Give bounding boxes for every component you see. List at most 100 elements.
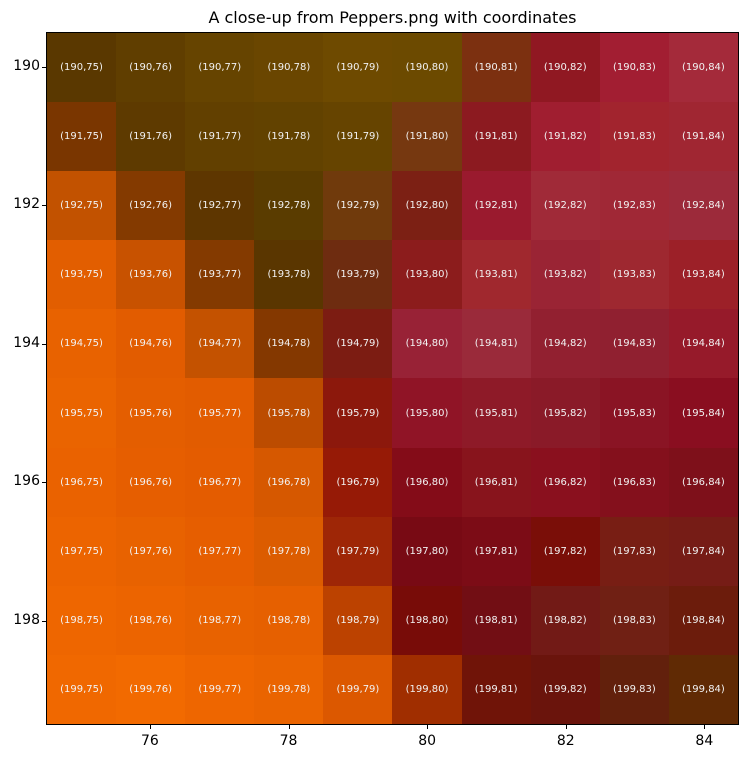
cell-coordinate-label: (197,83) bbox=[612, 545, 656, 557]
heatmap-cell: (198,78) bbox=[254, 585, 324, 655]
heatmap-cell: (190,84) bbox=[668, 33, 738, 103]
heatmap-cell: (196,80) bbox=[392, 447, 462, 517]
heatmap-cell: (197,80) bbox=[392, 516, 462, 586]
heatmap-cell: (191,84) bbox=[668, 102, 738, 172]
cell-coordinate-label: (192,76) bbox=[129, 200, 173, 212]
heatmap-cell: (199,77) bbox=[185, 654, 255, 724]
cell-coordinate-label: (191,79) bbox=[336, 131, 380, 143]
cell-coordinate-label: (194,79) bbox=[336, 338, 380, 350]
cell-coordinate-label: (190,80) bbox=[405, 62, 449, 74]
heatmap-cell: (193,81) bbox=[461, 240, 531, 310]
heatmap-cell: (195,84) bbox=[668, 378, 738, 448]
heatmap-cell: (193,84) bbox=[668, 240, 738, 310]
cell-coordinate-label: (196,81) bbox=[474, 476, 518, 488]
heatmap-cell: (197,77) bbox=[185, 516, 255, 586]
cell-coordinate-label: (198,75) bbox=[60, 614, 103, 626]
heatmap-cell: (190,83) bbox=[599, 33, 669, 103]
cell-coordinate-label: (196,79) bbox=[336, 476, 380, 488]
heatmap-cell: (195,79) bbox=[323, 378, 393, 448]
heatmap-cell: (191,77) bbox=[185, 102, 255, 172]
cell-coordinate-label: (195,77) bbox=[198, 407, 242, 419]
heatmap-cell: (192,81) bbox=[461, 171, 531, 241]
heatmap-cell: (191,79) bbox=[323, 102, 393, 172]
cell-coordinate-label: (194,77) bbox=[198, 338, 242, 350]
cell-coordinate-label: (195,81) bbox=[474, 407, 518, 419]
heatmap-cell: (196,81) bbox=[461, 447, 531, 517]
heatmap-cell: (193,75) bbox=[47, 240, 117, 310]
cell-coordinate-label: (199,77) bbox=[198, 683, 242, 695]
heatmap-cell: (197,78) bbox=[254, 516, 324, 586]
cell-coordinate-label: (192,82) bbox=[543, 200, 587, 212]
heatmap-cell: (192,78) bbox=[254, 171, 324, 241]
cell-coordinate-label: (195,75) bbox=[60, 407, 103, 419]
heatmap-cell: (193,79) bbox=[323, 240, 393, 310]
cell-coordinate-label: (191,75) bbox=[60, 131, 103, 143]
heatmap-cell: (194,82) bbox=[530, 309, 600, 379]
heatmap-cell: (191,81) bbox=[461, 102, 531, 172]
heatmap-cell: (193,78) bbox=[254, 240, 324, 310]
cell-coordinate-label: (191,76) bbox=[129, 131, 173, 143]
heatmap-cell: (193,83) bbox=[599, 240, 669, 310]
cell-coordinate-label: (197,75) bbox=[60, 545, 103, 557]
heatmap-cell: (199,75) bbox=[47, 654, 117, 724]
cell-coordinate-label: (190,77) bbox=[198, 62, 242, 74]
x-tick-label: 82 bbox=[556, 733, 575, 749]
heatmap-cell: (199,82) bbox=[530, 654, 600, 724]
cell-coordinate-label: (192,80) bbox=[405, 200, 449, 212]
y-tick-label: 192 bbox=[13, 196, 40, 213]
heatmap-cell: (199,81) bbox=[461, 654, 531, 724]
y-tick-label: 196 bbox=[13, 473, 40, 490]
heatmap-cell: (194,80) bbox=[392, 309, 462, 379]
cell-coordinate-label: (197,82) bbox=[543, 545, 587, 557]
heatmap-cell: (192,76) bbox=[116, 171, 186, 241]
y-tick-label: 198 bbox=[13, 612, 40, 629]
cell-coordinate-label: (198,79) bbox=[336, 614, 380, 626]
cell-coordinate-label: (196,78) bbox=[267, 476, 311, 488]
y-tick-mark bbox=[42, 66, 46, 68]
cell-coordinate-label: (193,77) bbox=[198, 269, 242, 281]
cell-coordinate-label: (192,79) bbox=[336, 200, 380, 212]
heatmap-cell: (196,84) bbox=[668, 447, 738, 517]
cell-coordinate-label: (197,80) bbox=[405, 545, 449, 557]
heatmap-cell: (197,79) bbox=[323, 516, 393, 586]
cell-coordinate-label: (199,78) bbox=[267, 683, 311, 695]
cell-coordinate-label: (190,76) bbox=[129, 62, 173, 74]
heatmap-cell: (195,76) bbox=[116, 378, 186, 448]
heatmap-cell: (195,81) bbox=[461, 378, 531, 448]
heatmap-cell: (195,75) bbox=[47, 378, 117, 448]
heatmap-cell: (191,83) bbox=[599, 102, 669, 172]
heatmap-cell: (196,83) bbox=[599, 447, 669, 517]
heatmap-cell: (199,76) bbox=[116, 654, 186, 724]
heatmap-cell: (190,77) bbox=[185, 33, 255, 103]
cell-coordinate-label: (199,75) bbox=[60, 683, 103, 695]
cell-coordinate-label: (195,79) bbox=[336, 407, 380, 419]
cell-coordinate-label: (195,83) bbox=[612, 407, 656, 419]
heatmap-cell: (199,83) bbox=[599, 654, 669, 724]
cell-coordinate-label: (196,76) bbox=[129, 476, 173, 488]
cell-coordinate-label: (191,84) bbox=[682, 131, 725, 143]
heatmap-cell: (190,81) bbox=[461, 33, 531, 103]
cell-coordinate-label: (191,78) bbox=[267, 131, 311, 143]
heatmap-cell: (197,81) bbox=[461, 516, 531, 586]
cell-coordinate-label: (192,84) bbox=[682, 200, 725, 212]
plot-area: (190,75) (190,76) (190,77) (190,78) (190,79)… bbox=[46, 32, 739, 725]
cell-coordinate-label: (198,76) bbox=[129, 614, 173, 626]
heatmap-cell: (198,79) bbox=[323, 585, 393, 655]
cell-coordinate-label: (195,82) bbox=[543, 407, 587, 419]
heatmap-cell: (199,78) bbox=[254, 654, 324, 724]
cell-coordinate-label: (198,82) bbox=[543, 614, 587, 626]
heatmap-cell: (198,84) bbox=[668, 585, 738, 655]
y-tick-mark bbox=[42, 621, 46, 623]
x-tick-label: 84 bbox=[695, 733, 714, 749]
cell-coordinate-label: (193,82) bbox=[543, 269, 587, 281]
heatmap-cell: (194,77) bbox=[185, 309, 255, 379]
cell-coordinate-label: (195,76) bbox=[129, 407, 173, 419]
cell-coordinate-label: (191,77) bbox=[198, 131, 242, 143]
cell-coordinate-label: (190,75) bbox=[60, 62, 103, 74]
cell-coordinate-label: (199,83) bbox=[612, 683, 656, 695]
cell-coordinate-label: (196,77) bbox=[198, 476, 242, 488]
heatmap-cell: (197,83) bbox=[599, 516, 669, 586]
heatmap-cell: (196,78) bbox=[254, 447, 324, 517]
chart-title: A close-up from Peppers.png with coordin… bbox=[208, 8, 577, 27]
cell-coordinate-label: (198,78) bbox=[267, 614, 311, 626]
